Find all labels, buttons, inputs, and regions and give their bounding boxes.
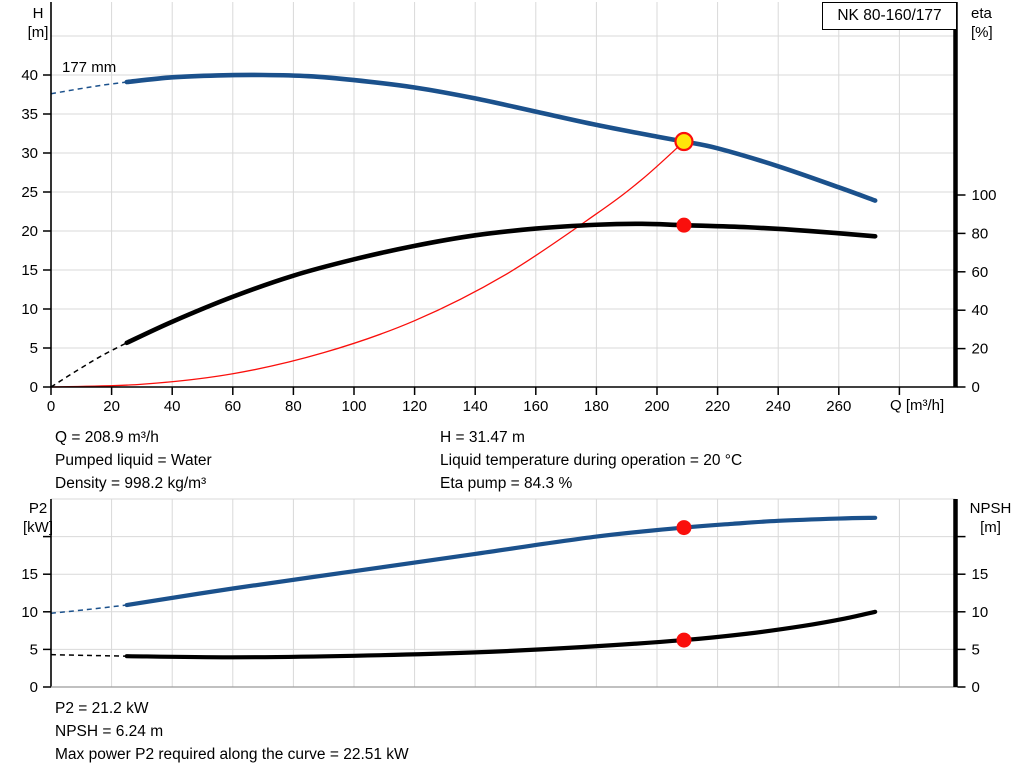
liquid-temperature-readout: Liquid temperature during operation = 20… bbox=[440, 452, 743, 469]
pump-model-badge: NK 80-160/177 bbox=[822, 2, 957, 30]
npsh-curve-dashed-extension bbox=[50, 653, 127, 657]
y-tick-label-right: 0 bbox=[972, 679, 980, 696]
head-curve bbox=[124, 72, 878, 203]
duty-readout-right: H = 31.47 m Liquid temperature during op… bbox=[440, 426, 742, 495]
x-tick-label: 140 bbox=[463, 398, 488, 415]
y-tick-label-left: 5 bbox=[30, 340, 38, 357]
eta-pump-readout: Eta pump = 84.3 % bbox=[440, 475, 573, 492]
left-axis-title-line2: [m] bbox=[27, 24, 49, 41]
efficiency-curve bbox=[124, 221, 878, 346]
x-tick-label: 120 bbox=[402, 398, 427, 415]
left-axis-title-power: P2 [kW] bbox=[16, 499, 60, 537]
system-curve bbox=[50, 140, 685, 388]
y-tick-label-right: 15 bbox=[972, 566, 989, 583]
y-tick-label-right: 5 bbox=[972, 641, 980, 658]
x-tick-label: 180 bbox=[584, 398, 609, 415]
y-tick-label-right: 20 bbox=[972, 341, 989, 358]
y-tick-label-right: 0 bbox=[972, 379, 980, 396]
y-tick-label-left: 30 bbox=[21, 145, 38, 162]
npsh-axis-title-line1: NPSH bbox=[969, 500, 1012, 517]
x-tick-label: 200 bbox=[644, 398, 669, 415]
head-readout: H = 31.47 m bbox=[440, 429, 525, 446]
efficiency-curve-dashed-extension bbox=[50, 342, 128, 388]
x-tick-label: 240 bbox=[766, 398, 791, 415]
x-tick-label: 20 bbox=[103, 398, 120, 415]
y-tick-label-left: 15 bbox=[21, 262, 38, 279]
y-tick-label-right: 40 bbox=[972, 302, 989, 319]
p2-readout: P2 = 21.2 kW bbox=[55, 700, 149, 717]
impeller-diameter-label: 177 mm bbox=[62, 59, 117, 76]
x-tick-label: 0 bbox=[47, 398, 55, 415]
duty-point-marker[interactable] bbox=[676, 632, 692, 648]
x-tick-label: 160 bbox=[523, 398, 548, 415]
y-tick-label-left: 0 bbox=[30, 679, 38, 696]
y-tick-label-left: 35 bbox=[21, 106, 38, 123]
y-tick-label-left: 0 bbox=[30, 379, 38, 396]
x-tick-label: 60 bbox=[224, 398, 241, 415]
right-axis-title-line2: [%] bbox=[971, 24, 993, 41]
power-axis-title-line2: [kW] bbox=[23, 519, 53, 536]
head-curve-dashed-extension bbox=[50, 81, 127, 95]
power-axis-title-line1: P2 bbox=[28, 500, 48, 517]
density-readout: Density = 998.2 kg/m³ bbox=[55, 475, 207, 492]
y-tick-label-left: 10 bbox=[21, 301, 38, 318]
duty-point-marker[interactable] bbox=[674, 131, 694, 152]
y-tick-label-left: 40 bbox=[21, 67, 38, 84]
duty-point-marker[interactable] bbox=[676, 520, 692, 536]
head-efficiency-chart: 0 20 40 60 80 100 120 140 160 180 200 220 240 2600510… bbox=[21, 2, 997, 415]
p2-curve-dashed-extension bbox=[50, 604, 127, 615]
y-tick-label-right: 10 bbox=[972, 604, 989, 621]
p2-curve bbox=[124, 515, 878, 608]
y-tick-label-left: 25 bbox=[21, 184, 38, 201]
left-axis-title-head: H [m] bbox=[18, 4, 58, 42]
pumped-liquid-readout: Pumped liquid = Water bbox=[55, 452, 212, 469]
y-tick-label-right: 100 bbox=[972, 187, 997, 204]
power-npsh-chart: 0 5 10 15 0 5 10 15 bbox=[21, 498, 989, 696]
right-axis-title-eta: eta [%] bbox=[971, 4, 1021, 42]
y-tick-label-right: 80 bbox=[972, 225, 989, 242]
npsh-curve bbox=[124, 609, 878, 660]
max-power-readout: Max power P2 required along the curve = … bbox=[55, 746, 409, 763]
x-tick-label: 220 bbox=[705, 398, 730, 415]
x-tick-label: 260 bbox=[826, 398, 851, 415]
x-axis-unit-label: Q [m³/h] bbox=[890, 397, 944, 414]
y-tick-label-left: 20 bbox=[21, 223, 38, 240]
x-tick-label: 40 bbox=[164, 398, 181, 415]
flow-readout: Q = 208.9 m³/h bbox=[55, 429, 159, 446]
npsh-readout: NPSH = 6.24 m bbox=[55, 723, 164, 740]
left-axis-title-line1: H bbox=[32, 5, 44, 22]
y-tick-label-left: 10 bbox=[21, 604, 38, 621]
npsh-axis-title-line2: [m] bbox=[980, 519, 1001, 536]
duty-point-marker[interactable] bbox=[676, 217, 692, 233]
right-axis-title-npsh: NPSH [m] bbox=[963, 499, 1018, 537]
x-tick-label: 80 bbox=[285, 398, 302, 415]
duty-readout-bottom: P2 = 21.2 kW NPSH = 6.24 m Max power P2 … bbox=[55, 697, 409, 766]
x-tick-label: 100 bbox=[341, 398, 366, 415]
right-axis-title-line1: eta bbox=[971, 5, 992, 22]
y-tick-label-left: 5 bbox=[30, 641, 38, 658]
y-tick-label-left: 15 bbox=[21, 566, 38, 583]
y-tick-label-right: 60 bbox=[972, 264, 989, 281]
duty-readout-left: Q = 208.9 m³/h Pumped liquid = Water Den… bbox=[55, 426, 212, 495]
